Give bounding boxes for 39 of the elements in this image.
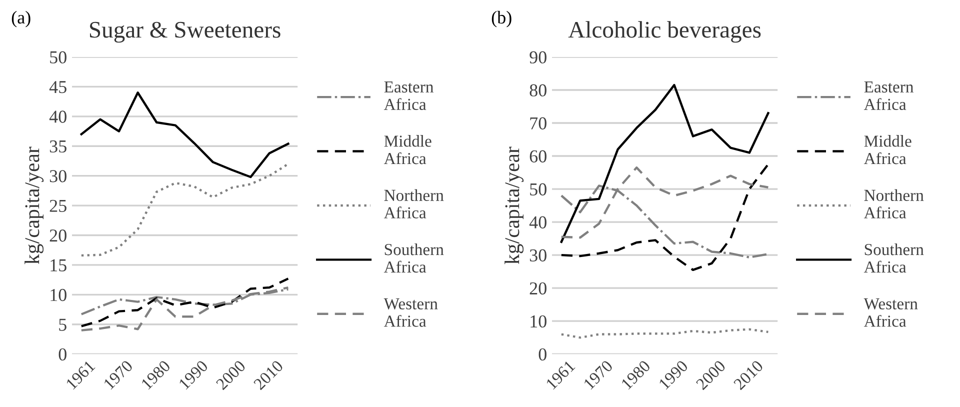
legend-label: Southern Africa (864, 243, 924, 273)
y-tick-label: 60 (530, 150, 546, 162)
y-tick-label: 50 (530, 183, 546, 196)
y-axis-title: kg/capita/year (24, 146, 44, 264)
y-tick-label: 10 (530, 315, 546, 328)
y-tick-label: 20 (530, 282, 546, 295)
y-tick-label: 50 (50, 51, 66, 64)
y-tick-label: 0 (58, 348, 66, 361)
chart-title: Alcoholic beverages (568, 21, 761, 43)
y-tick-label: 40 (49, 110, 66, 123)
chart-title: Sugar & Sweeteners (90, 22, 280, 43)
y-tick-label: 45 (49, 81, 66, 94)
y-tick-label: 10 (50, 288, 66, 302)
legend-label: Northern Africa (384, 189, 444, 218)
legend-label: Eastern Africa (864, 81, 914, 110)
y-tick-label: 40 (529, 216, 546, 228)
legend-label: Middle Africa (384, 135, 432, 164)
y-tick-label: 20 (50, 230, 66, 242)
legend-label: Middle Africa (864, 135, 912, 164)
y-tick-label: 25 (50, 200, 66, 212)
legend-label: Western Africa (384, 298, 438, 327)
y-tick-label: 30 (530, 249, 546, 262)
text: (b) (492, 10, 512, 28)
y-tick-label: 70 (530, 117, 546, 130)
y-tick-label: 30 (50, 170, 66, 182)
legend-label: Eastern Africa (384, 81, 434, 110)
legend-label: Western Africa (864, 298, 918, 327)
y-axis-title: kg/capita/year (504, 146, 524, 264)
y-tick-label: 15 (50, 259, 66, 272)
y-tick-label: 90 (530, 51, 546, 64)
text: (a) (12, 10, 30, 28)
x-tick-label: 1961 (66, 360, 96, 390)
y-tick-label: 5 (59, 318, 66, 331)
x-tick-label: 1961 (546, 360, 576, 390)
y-tick-label: 0 (538, 348, 546, 361)
y-tick-label: 35 (50, 140, 66, 153)
legend-label: Northern Africa (864, 189, 924, 218)
y-tick-label: 80 (530, 84, 546, 96)
legend-label: Southern Africa (384, 243, 444, 273)
